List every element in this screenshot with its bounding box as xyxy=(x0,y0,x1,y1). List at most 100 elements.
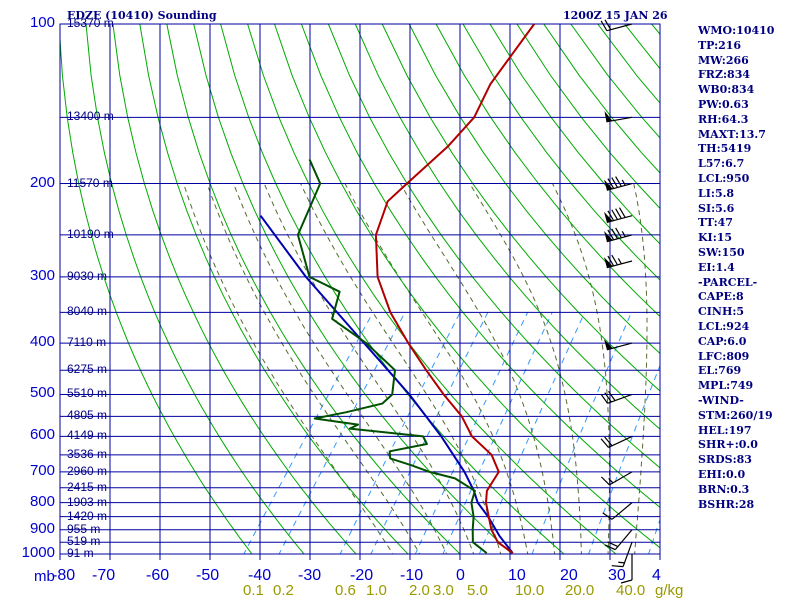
height-label: 8040 m xyxy=(67,304,108,319)
wind-barb xyxy=(600,19,633,32)
index-item: EHI:0.0 xyxy=(698,467,746,481)
mixing-ratio-label: 10.0 xyxy=(515,582,545,599)
index-item: EI:1.4 xyxy=(698,260,735,274)
height-label: 955 m xyxy=(67,521,101,536)
index-item: KI:15 xyxy=(698,231,733,245)
height-label: 91 m xyxy=(67,546,94,560)
height-label: 11570 m xyxy=(67,175,113,190)
wind-barb xyxy=(620,554,633,584)
datetime-title: 1200Z 15 JAN 26 xyxy=(563,9,668,22)
index-item: L57:6.7 xyxy=(698,157,745,171)
index-item: MPL:749 xyxy=(698,379,754,393)
moist-adiabat xyxy=(263,183,475,554)
index-item: MAXT:13.7 xyxy=(698,127,766,141)
profiles xyxy=(259,24,536,554)
mixing-ratio-label: 5.0 xyxy=(467,582,488,599)
wind-barb xyxy=(602,502,633,520)
mixing-ratio-label: 0.6 xyxy=(335,582,356,599)
station-title: EDZE (10410) Sounding xyxy=(67,9,217,22)
index-item: -WIND- xyxy=(698,393,744,407)
grid xyxy=(59,23,661,560)
index-item: SI:5.6 xyxy=(698,201,735,215)
pressure-label: 900 xyxy=(29,519,55,537)
moist-adiabat xyxy=(552,183,610,554)
mixing-ratio-label: 2.0 xyxy=(409,582,430,599)
index-item: TT:47 xyxy=(698,216,733,230)
height-label: 2960 m xyxy=(67,463,108,478)
wind-barb xyxy=(600,471,633,486)
dry-adiabat xyxy=(139,24,409,554)
moist-adiabat xyxy=(660,184,699,566)
dry-adiabat xyxy=(300,24,660,509)
wind-barb xyxy=(604,111,633,123)
height-label: 1420 m xyxy=(67,508,108,523)
moist-adiabat xyxy=(300,183,502,554)
height-label: 4805 m xyxy=(67,408,108,423)
wind-barb xyxy=(604,339,633,351)
mixing-ratio-line xyxy=(588,364,660,554)
wind-barb xyxy=(604,207,633,224)
temperature-tick-label: 20 xyxy=(560,567,578,584)
dry-adiabat xyxy=(85,24,305,554)
pressure-label: 200 xyxy=(29,173,55,191)
mixing-ratio-label: g/kg xyxy=(655,582,684,599)
dry-adiabat xyxy=(166,24,461,554)
dry-adiabat xyxy=(112,24,357,554)
moist-adiabat xyxy=(206,183,421,554)
dry-adiabat xyxy=(327,24,660,469)
temperature-tick-label: -60 xyxy=(146,567,170,584)
temperature-line xyxy=(374,24,536,554)
dry-adiabat xyxy=(247,24,617,554)
height-label: 4149 m xyxy=(67,428,108,443)
index-item: EL:769 xyxy=(698,364,742,378)
index-item: STM:260/19 xyxy=(698,408,773,422)
index-item: PW:0.63 xyxy=(698,97,749,111)
height-label: 5510 m xyxy=(67,386,108,401)
dry-adiabat xyxy=(489,24,660,245)
dewpoint-line xyxy=(296,158,488,554)
pressure-label: 600 xyxy=(29,426,55,444)
pressure-label: 100 xyxy=(29,14,55,31)
index-item: BSHR:28 xyxy=(698,497,755,511)
pressure-label: 300 xyxy=(29,266,55,284)
height-label: 519 m xyxy=(67,534,101,549)
height-label: 10190 m xyxy=(67,226,114,241)
index-item: WB0:834 xyxy=(698,83,755,97)
temperature-tick-label: 0 xyxy=(456,567,465,584)
index-item: SHR+:0.0 xyxy=(698,438,758,452)
moist-adiabats xyxy=(183,183,699,566)
temperature-tick-label: -80 xyxy=(52,567,76,584)
moist-adiabat xyxy=(633,183,648,554)
mixing-ratio-line xyxy=(339,312,461,554)
index-item: TH:5419 xyxy=(698,142,752,156)
parcel-path xyxy=(259,215,514,554)
moist-adiabat xyxy=(399,183,556,554)
index-item: LCL:950 xyxy=(698,171,750,185)
temperature-tick-label: -50 xyxy=(196,567,220,584)
index-item: -PARCEL- xyxy=(698,275,758,289)
pressure-label: 700 xyxy=(29,461,55,479)
index-item: MW:266 xyxy=(698,53,749,67)
index-item: SRDS:83 xyxy=(698,453,752,467)
index-item: BRN:0.3 xyxy=(698,482,750,496)
temperature-tick-label: 30 xyxy=(608,567,626,584)
height-label: 1903 m xyxy=(67,494,108,509)
height-label: 9030 m xyxy=(67,268,108,283)
plot-frame xyxy=(59,23,661,555)
height-label: 6275 m xyxy=(67,362,108,377)
wind-barb xyxy=(604,227,633,243)
height-label: 15370 m xyxy=(67,16,114,30)
index-item: WMO:10410 xyxy=(698,24,775,37)
dry-adiabat xyxy=(462,24,660,281)
index-item: LI:5.8 xyxy=(698,186,735,200)
wind-barb xyxy=(600,390,633,404)
pressure-label: 500 xyxy=(29,384,55,402)
index-item: LCL:924 xyxy=(698,319,750,333)
mixing-ratio-label: 40.0 xyxy=(616,582,646,599)
mixing-ratio-line xyxy=(243,312,374,554)
mixing-ratio-label: 1.0 xyxy=(366,582,387,599)
height-label: 3536 m xyxy=(67,446,108,461)
index-item: SW:150 xyxy=(698,245,745,259)
moist-adiabat xyxy=(344,183,529,554)
